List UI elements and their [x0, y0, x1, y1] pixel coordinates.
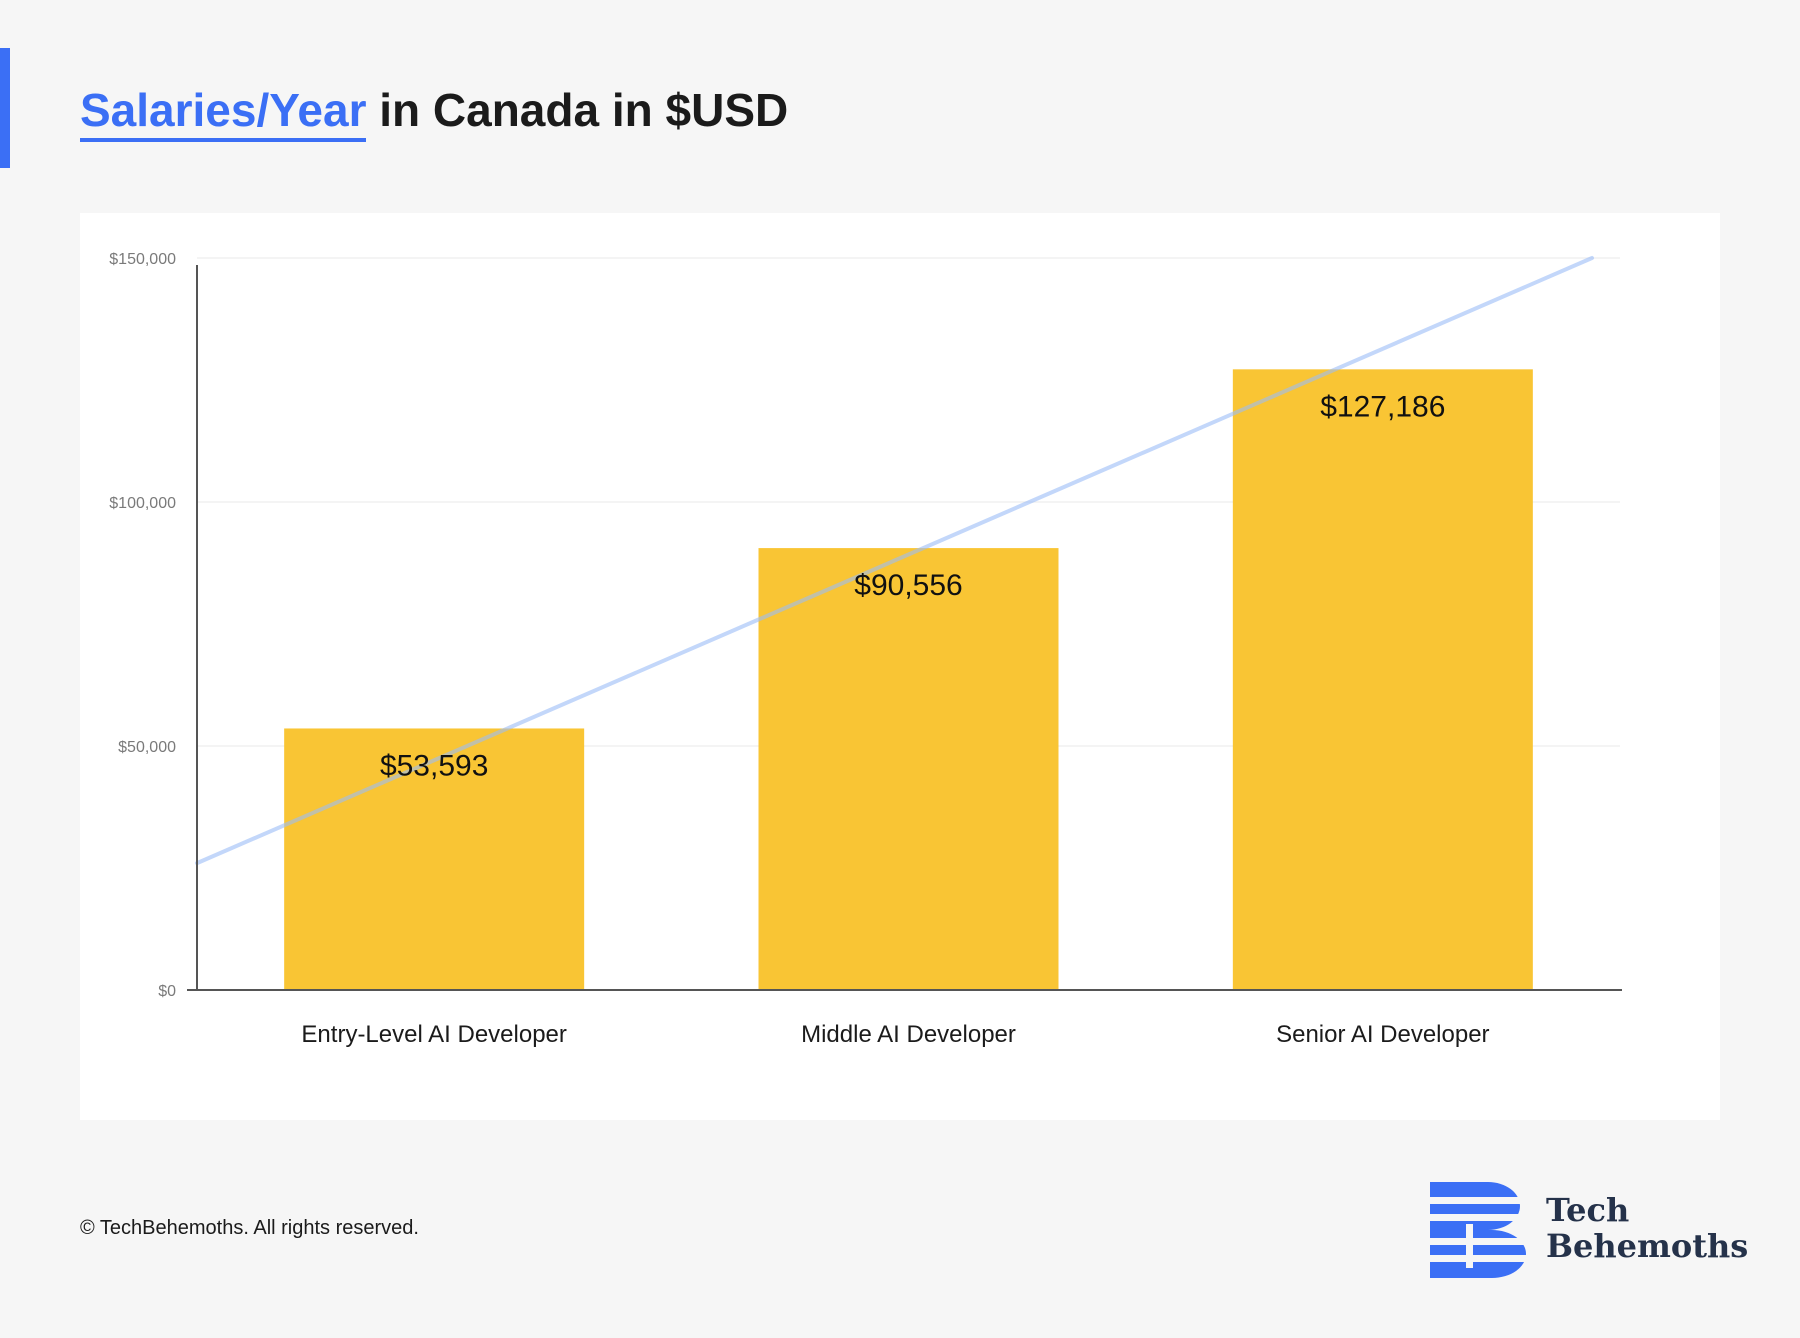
- y-tick-label: $100,000: [109, 495, 176, 512]
- chart-card: $0 $50,000 $100,000 $150,000 $53,593 Entry-Le…: [80, 213, 1720, 1120]
- techbehemoths-logo: Tech Behemoths: [1428, 1180, 1748, 1280]
- logo-wordmark: Tech Behemoths: [1546, 1192, 1748, 1264]
- y-tick-label: $50,000: [118, 739, 176, 756]
- bar-value-label: $127,186: [1320, 390, 1445, 423]
- logo-line-1: Tech: [1546, 1191, 1630, 1229]
- title-highlight: Salaries/Year: [80, 84, 367, 142]
- logo-line-2: Behemoths: [1546, 1227, 1749, 1265]
- x-category-label: Entry-Level AI Developer: [301, 1021, 566, 1048]
- bar-value-label: $53,593: [380, 749, 488, 782]
- x-category-label: Middle AI Developer: [801, 1021, 1016, 1048]
- bar-value-label: $90,556: [854, 569, 962, 602]
- bar: [1232, 369, 1533, 990]
- y-tick-label: $150,000: [109, 251, 176, 268]
- trend-line: [195, 256, 1594, 866]
- y-tick-label: $0: [158, 983, 176, 1000]
- bar: [758, 548, 1059, 990]
- title-rest: in Canada in $USD: [366, 84, 789, 136]
- logo-mark-icon: [1428, 1182, 1526, 1278]
- copyright-text: © TechBehemoths. All rights reserved.: [80, 1217, 419, 1239]
- accent-bar: [0, 48, 10, 168]
- page-title: Salaries/Year in Canada in $USD: [80, 80, 789, 142]
- x-category-label: Senior AI Developer: [1276, 1021, 1489, 1048]
- bar: [284, 728, 585, 990]
- bar-chart: $0 $50,000 $100,000 $150,000 $53,593 Entry-Le…: [109, 251, 1622, 1048]
